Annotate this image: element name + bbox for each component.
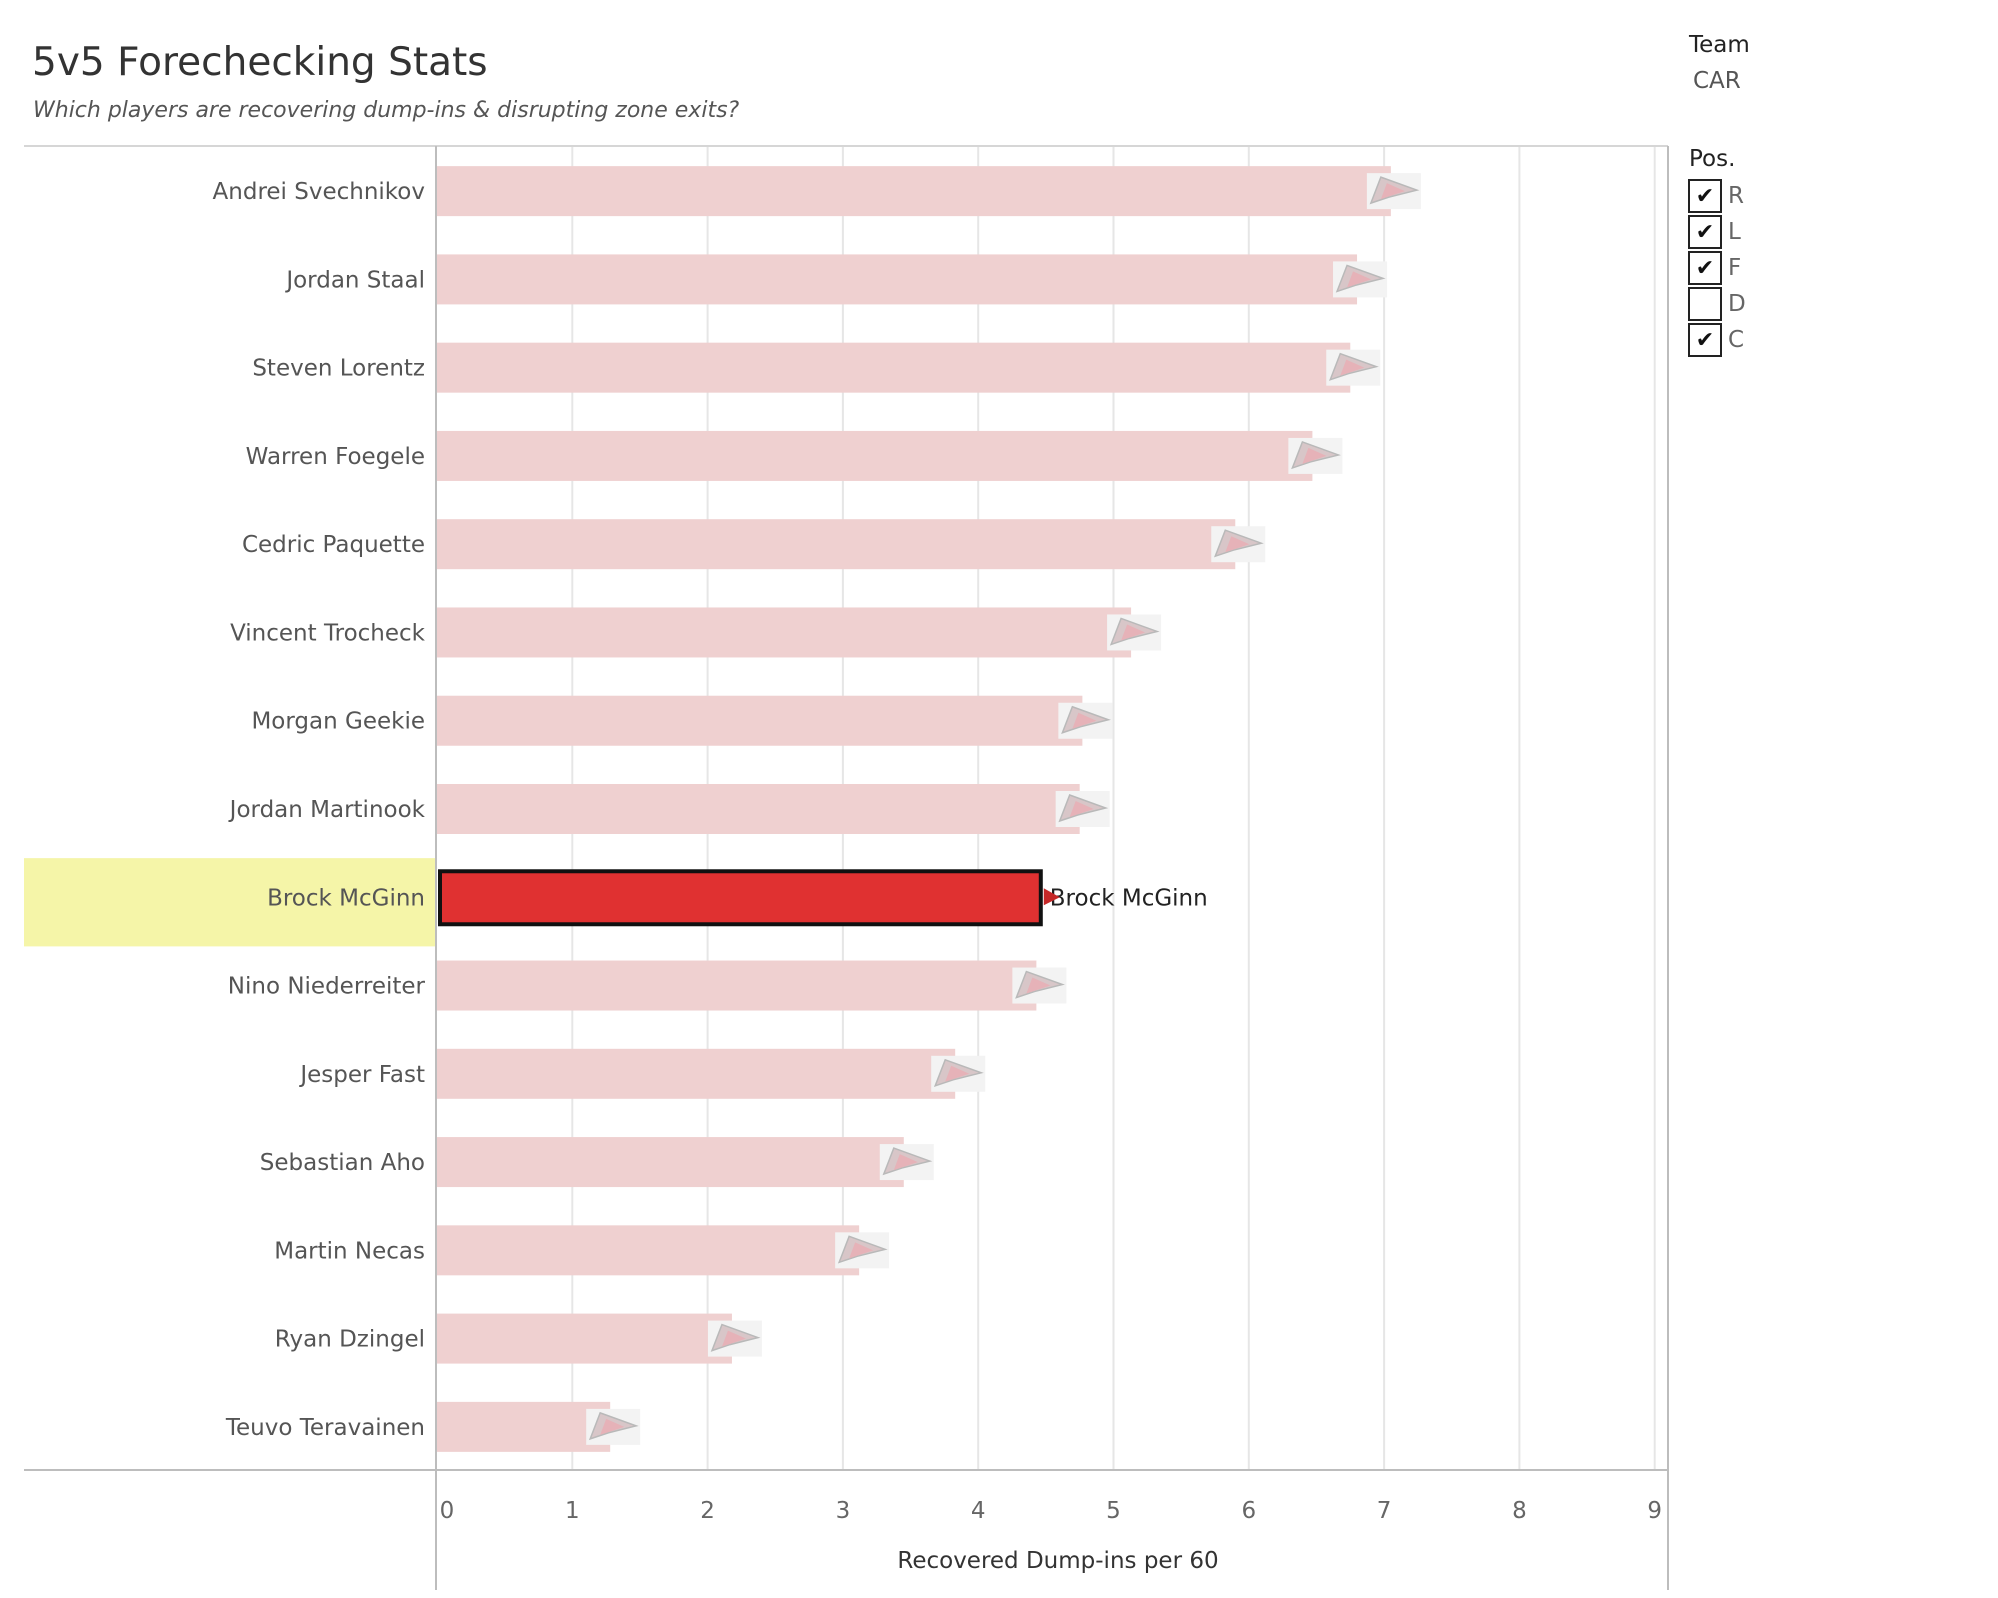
x-tick-label: 6 <box>1241 1498 1256 1524</box>
team-logo-icon <box>1288 437 1343 474</box>
logo-bird <box>721 1330 746 1347</box>
checkbox[interactable]: ✔ <box>1688 323 1722 357</box>
team-logo-icon <box>586 1408 641 1445</box>
bar <box>437 519 1236 570</box>
logo-bird <box>849 1242 874 1259</box>
position-option-label: R <box>1728 183 1744 209</box>
category-label: Nino Niederreiter <box>228 974 426 1000</box>
category-label: Morgan Geekie <box>251 709 425 735</box>
bar <box>437 1048 956 1099</box>
x-tick-label: 8 <box>1512 1498 1527 1524</box>
checkbox[interactable]: ✔ <box>1688 215 1722 249</box>
category-label: Brock McGinn <box>267 885 425 911</box>
x-tick-label: 7 <box>1377 1498 1392 1524</box>
x-tick-label: 9 <box>1647 1498 1662 1524</box>
team-logo-icon <box>1055 791 1110 827</box>
team-logo-icon <box>835 1232 890 1269</box>
position-option-r[interactable]: ✔ R <box>1688 178 1744 214</box>
logo-bird <box>1121 624 1146 641</box>
category-label: Steven Lorentz <box>252 356 425 382</box>
category-label: Martin Necas <box>274 1238 425 1264</box>
bar <box>437 607 1132 658</box>
x-tick-label: 4 <box>971 1498 986 1524</box>
position-option-f[interactable]: ✔ F <box>1688 250 1741 286</box>
team-logo-icon <box>1366 173 1421 210</box>
category-label: Jordan Martinook <box>228 797 426 823</box>
logo-bird <box>1380 183 1405 200</box>
logo-bird <box>1302 447 1327 464</box>
bar <box>437 342 1351 393</box>
category-label: Ryan Dzingel <box>275 1327 425 1353</box>
logo-bird <box>893 1154 918 1171</box>
page-subtitle: Which players are recovering dump-ins & … <box>33 98 740 123</box>
position-option-l[interactable]: ✔ L <box>1688 214 1741 250</box>
checkbox[interactable] <box>1688 287 1722 321</box>
bar-highlighted <box>438 869 1043 927</box>
team-logo-icon <box>1107 614 1162 651</box>
logo-bird <box>1072 712 1097 729</box>
checkbox[interactable]: ✔ <box>1688 179 1722 213</box>
logo-bird <box>1347 271 1372 288</box>
category-label: Jordan Staal <box>284 267 425 293</box>
team-logo-icon <box>1326 349 1381 386</box>
x-tick-label: 1 <box>565 1498 580 1524</box>
x-tick-label: 3 <box>836 1498 851 1524</box>
bar <box>437 695 1083 746</box>
x-axis-title: Recovered Dump-ins per 60 <box>897 1548 1218 1574</box>
team-logo-icon <box>707 1320 762 1357</box>
team-logo-icon <box>931 1055 986 1092</box>
logo-bird <box>1340 359 1365 376</box>
bar <box>437 166 1391 217</box>
team-logo-icon <box>1012 967 1067 1004</box>
category-label: Warren Foegele <box>246 444 425 470</box>
logo-bird <box>1225 536 1250 553</box>
position-option-label: C <box>1728 327 1745 353</box>
bar <box>437 784 1080 834</box>
highlight-row <box>24 858 436 947</box>
logo-bird <box>945 1065 970 1082</box>
category-label: Jesper Fast <box>298 1062 425 1088</box>
position-filter-label: Pos. <box>1689 146 1736 172</box>
x-tick-label: 5 <box>1106 1498 1121 1524</box>
team-logo-icon <box>1211 526 1266 563</box>
team-filter-label: Team <box>1689 32 1750 58</box>
bar <box>437 1401 611 1452</box>
bar <box>437 1137 904 1188</box>
team-logo-icon <box>1043 888 1060 906</box>
category-label: Cedric Paquette <box>242 532 425 558</box>
x-tick-label: 2 <box>700 1498 715 1524</box>
category-label: Teuvo Teravainen <box>225 1415 425 1441</box>
position-option-c[interactable]: ✔ C <box>1688 322 1744 358</box>
x-tick-label: 0 <box>440 1498 455 1524</box>
team-logo-icon <box>1058 702 1113 739</box>
team-logo-icon <box>879 1144 934 1181</box>
checkbox[interactable]: ✔ <box>1688 251 1722 285</box>
category-label: Sebastian Aho <box>260 1150 425 1176</box>
logo-bird <box>600 1418 625 1435</box>
logo-bird <box>1069 801 1094 817</box>
category-label: Vincent Trocheck <box>230 620 426 646</box>
position-option-label: F <box>1728 255 1742 281</box>
bar <box>437 960 1037 1011</box>
highlight-label: Brock McGinn <box>1050 885 1208 911</box>
position-option-d[interactable]: D <box>1688 286 1746 322</box>
position-option-label: L <box>1728 219 1741 245</box>
bar <box>437 430 1313 481</box>
bar <box>437 254 1358 305</box>
bar <box>437 1313 732 1364</box>
bar <box>437 1225 860 1276</box>
team-logo-icon <box>1333 261 1388 298</box>
page-title: 5v5 Forechecking Stats <box>32 40 488 85</box>
logo-bird <box>1026 977 1051 994</box>
category-label: Andrei Svechnikov <box>213 179 425 205</box>
position-option-label: D <box>1728 291 1746 317</box>
team-filter-value[interactable]: CAR <box>1693 68 1741 94</box>
